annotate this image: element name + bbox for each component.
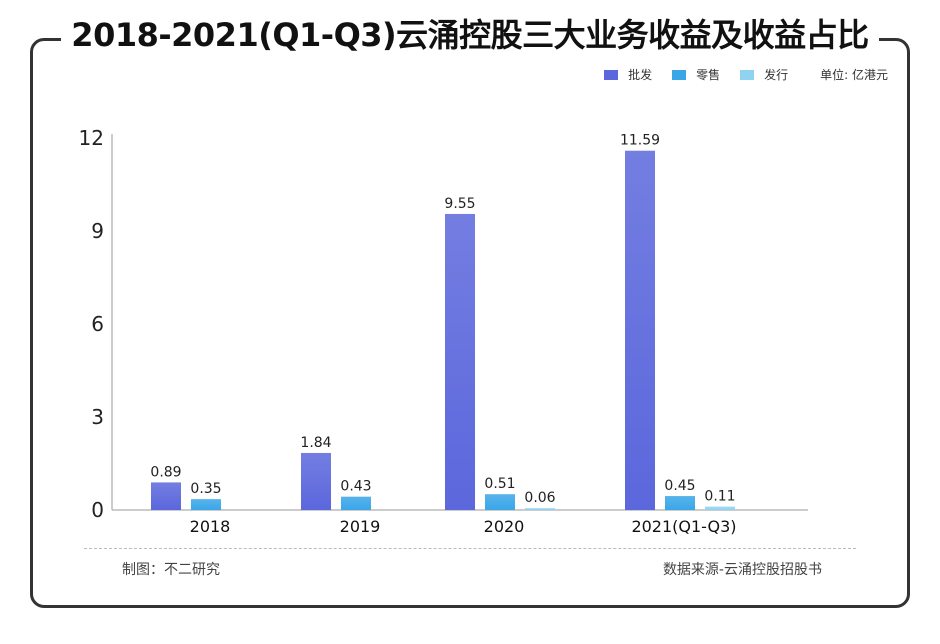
- y-tick-label: 9: [91, 219, 104, 243]
- legend-swatch-wholesale: [604, 69, 619, 80]
- bar: [445, 213, 475, 510]
- y-tick-label: 6: [91, 312, 104, 336]
- bar: [665, 496, 695, 510]
- data-label: 9.55: [444, 196, 475, 212]
- legend-swatch-publishing: [740, 69, 755, 80]
- footer-credit: 制图：不二研究: [122, 562, 220, 578]
- legend-swatch-retail: [672, 69, 687, 80]
- data-label: 0.45: [664, 478, 695, 494]
- y-tick-label: 3: [91, 405, 104, 429]
- y-tick-label: 12: [79, 126, 104, 150]
- x-tick-label: 2021(Q1-Q3): [631, 517, 736, 536]
- bar: [301, 452, 331, 510]
- data-label: 0.51: [484, 476, 515, 492]
- legend-item-wholesale: 批发: [604, 66, 652, 83]
- bar: [151, 482, 181, 510]
- data-label: 0.11: [704, 489, 735, 505]
- x-tick-label: 2020: [484, 517, 525, 536]
- data-label: 11.59: [620, 133, 660, 149]
- bar: [191, 499, 221, 510]
- x-tick-label: 2018: [190, 517, 231, 536]
- bar: [485, 494, 515, 510]
- legend-item-retail: 零售: [672, 66, 720, 83]
- legend-label-publishing: 发行: [764, 68, 789, 82]
- legend-item-publishing: 发行: [740, 66, 788, 83]
- footer-source: 数据来源-云涌控股招股书: [662, 562, 822, 578]
- data-label: 0.89: [150, 464, 181, 480]
- bar: [341, 496, 371, 510]
- bar: [525, 508, 555, 510]
- bar: [705, 506, 735, 510]
- legend-label-wholesale: 批发: [628, 68, 653, 82]
- x-tick-label: 2019: [340, 517, 381, 536]
- data-label: 0.06: [524, 490, 555, 506]
- data-label: 0.43: [340, 479, 371, 495]
- footer-divider: [84, 548, 856, 549]
- legend: 批发 零售 发行 单位: 亿港元: [584, 66, 888, 83]
- bar: [625, 150, 655, 510]
- y-tick-label: 0: [91, 498, 104, 522]
- data-label: 0.35: [190, 481, 221, 497]
- data-label: 1.84: [300, 435, 331, 451]
- unit-label: 单位: 亿港元: [820, 68, 888, 82]
- legend-label-retail: 零售: [696, 68, 721, 82]
